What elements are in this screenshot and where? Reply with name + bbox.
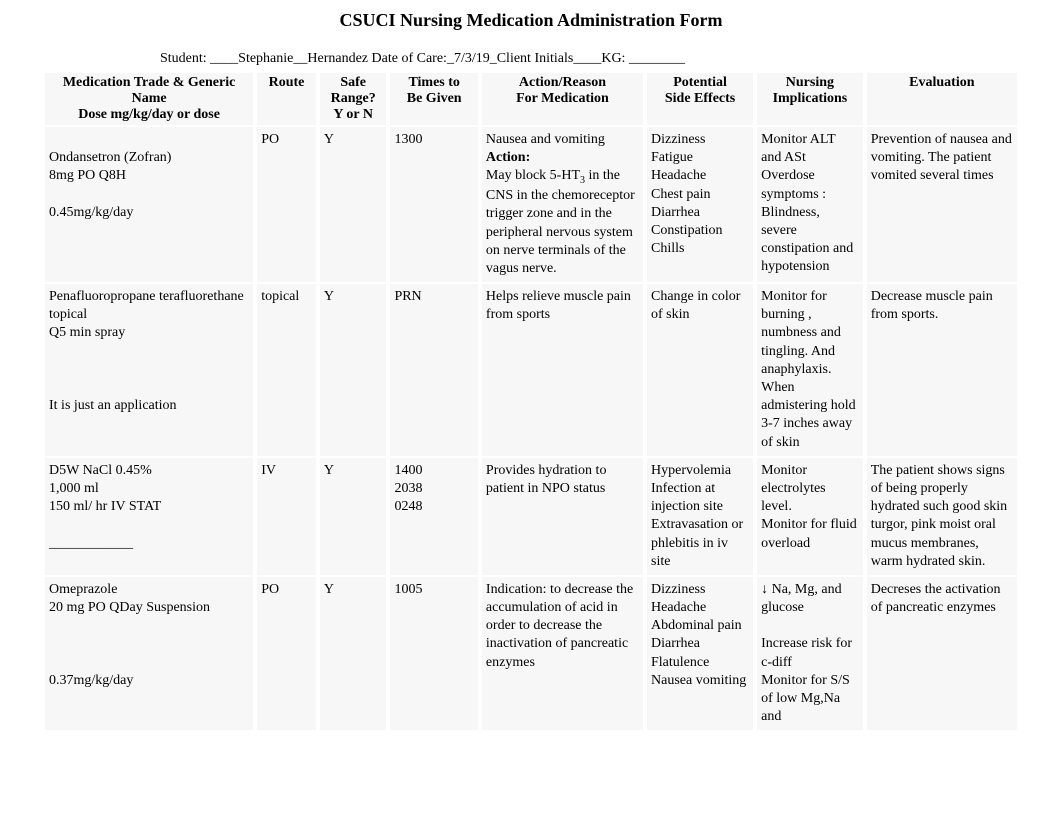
cell-route: IV xyxy=(257,458,316,575)
cell-route: topical xyxy=(257,284,316,456)
student-blank: ____ xyxy=(210,51,238,66)
cell-eval: Decrease muscle pain from sports. xyxy=(867,284,1017,456)
cell-safe: Y xyxy=(320,127,387,282)
header-impl-l2: Implications xyxy=(773,91,848,106)
table-row: D5W NaCl 0.45%1,000 ml150 ml/ hr IV STAT… xyxy=(45,458,1017,575)
header-times: Times to Be Given xyxy=(390,73,477,125)
kg-label: KG: ________ xyxy=(601,51,685,66)
header-times-l2: Be Given xyxy=(407,91,462,106)
cell-med: Omeprazole20 mg PO QDay Suspension0.37mg… xyxy=(45,577,253,731)
cell-times: 1300 xyxy=(390,127,477,282)
cell-side: DizzinessHeadacheAbdominal painDiarrheaF… xyxy=(647,577,753,731)
header-med-l1: Medication Trade & Generic xyxy=(63,75,236,90)
cell-route: PO xyxy=(257,577,316,731)
header-med-l3: Dose mg/kg/day or dose xyxy=(78,107,220,122)
cell-action: Provides hydration to patient in NPO sta… xyxy=(482,458,643,575)
cell-safe: Y xyxy=(320,284,387,456)
cell-action: Nausea and vomitingAction:May block 5-HT… xyxy=(482,127,643,282)
cell-med: Ondansetron (Zofran)8mg PO Q8H0.45mg/kg/… xyxy=(45,127,253,282)
cell-impl: Monitor electrolytes level.Monitor for f… xyxy=(757,458,863,575)
cell-times: 140020380248 xyxy=(390,458,477,575)
student-label: Student: xyxy=(160,51,210,66)
header-route: Route xyxy=(257,73,316,125)
header-med-l2: Name xyxy=(132,91,167,106)
cell-action: Helps relieve muscle pain from sports xyxy=(482,284,643,456)
cell-action: Indication: to decrease the accumulation… xyxy=(482,577,643,731)
cell-side: HypervolemiaInfection at injection siteE… xyxy=(647,458,753,575)
date-label: Date of Care: xyxy=(368,51,447,66)
header-safe-l1: Safe xyxy=(340,75,366,90)
header-side-l2: Side Effects xyxy=(665,91,735,106)
table-row: Omeprazole20 mg PO QDay Suspension0.37mg… xyxy=(45,577,1017,731)
medication-table: Medication Trade & Generic Name Dose mg/… xyxy=(41,71,1021,732)
header-implications: Nursing Implications xyxy=(757,73,863,125)
header-safe: Safe Range? Y or N xyxy=(320,73,387,125)
cell-route: PO xyxy=(257,127,316,282)
cell-side: DizzinessFatigueHeadacheChest painDiarrh… xyxy=(647,127,753,282)
cell-times: PRN xyxy=(390,284,477,456)
cell-safe: Y xyxy=(320,458,387,575)
cell-side: Change in color of skin xyxy=(647,284,753,456)
cell-eval: The patient shows signs of being properl… xyxy=(867,458,1017,575)
header-safe-l3: Y or N xyxy=(333,107,373,122)
header-impl-l1: Nursing xyxy=(786,75,834,90)
meta-line: Student: ____Stephanie__Hernandez Date o… xyxy=(0,51,1062,71)
header-safe-l2: Range? xyxy=(331,91,376,106)
header-side: Potential Side Effects xyxy=(647,73,753,125)
header-action-l2: For Medication xyxy=(516,91,609,106)
table-row: Ondansetron (Zofran)8mg PO Q8H0.45mg/kg/… xyxy=(45,127,1017,282)
header-times-l1: Times to xyxy=(408,75,459,90)
table-row: Penafluoropropane terafluorethane topica… xyxy=(45,284,1017,456)
student-name: Stephanie__Hernandez xyxy=(238,51,368,66)
cell-med: Penafluoropropane terafluorethane topica… xyxy=(45,284,253,456)
header-side-l1: Potential xyxy=(673,75,727,90)
header-row: Medication Trade & Generic Name Dose mg/… xyxy=(45,73,1017,125)
header-action-l1: Action/Reason xyxy=(519,75,606,90)
cell-times: 1005 xyxy=(390,577,477,731)
cell-impl: Monitor for burning , numbness and tingl… xyxy=(757,284,863,456)
header-evaluation: Evaluation xyxy=(867,73,1017,125)
cell-safe: Y xyxy=(320,577,387,731)
client-label: Client Initials____ xyxy=(497,51,602,66)
cell-eval: Decreses the activation of pancreatic en… xyxy=(867,577,1017,731)
cell-med: D5W NaCl 0.45%1,000 ml150 ml/ hr IV STAT… xyxy=(45,458,253,575)
cell-impl: Monitor ALT and AStOverdose symptoms : B… xyxy=(757,127,863,282)
header-action: Action/Reason For Medication xyxy=(482,73,643,125)
date-value: _7/3/19_ xyxy=(447,51,497,66)
cell-eval: Prevention of nausea and vomiting. The p… xyxy=(867,127,1017,282)
header-medication: Medication Trade & Generic Name Dose mg/… xyxy=(45,73,253,125)
cell-impl: ↓ Na, Mg, and glucoseIncrease risk for c… xyxy=(757,577,863,731)
form-title: CSUCI Nursing Medication Administration … xyxy=(0,0,1062,51)
